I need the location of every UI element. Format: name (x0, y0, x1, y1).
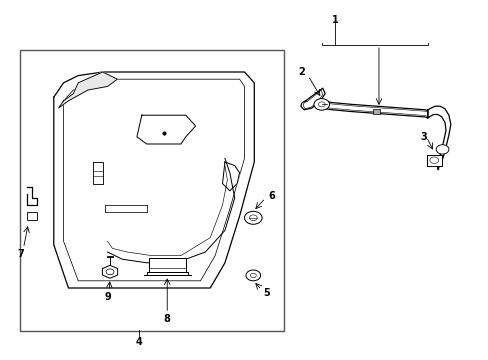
Polygon shape (222, 162, 239, 191)
Bar (20, 50, 283, 331)
Text: 2: 2 (298, 67, 305, 77)
Circle shape (249, 215, 257, 221)
Text: 9: 9 (104, 292, 111, 302)
Circle shape (429, 157, 438, 163)
Text: 3: 3 (420, 132, 427, 142)
Polygon shape (54, 72, 254, 288)
FancyBboxPatch shape (372, 109, 380, 114)
Circle shape (106, 269, 114, 275)
Polygon shape (300, 88, 325, 110)
Text: 7: 7 (17, 249, 24, 259)
FancyBboxPatch shape (149, 258, 185, 272)
Circle shape (245, 270, 260, 281)
Text: 4: 4 (136, 337, 142, 347)
Text: 6: 6 (267, 191, 274, 201)
Circle shape (313, 99, 329, 110)
Circle shape (244, 211, 262, 224)
Polygon shape (320, 101, 427, 118)
Polygon shape (59, 72, 117, 108)
Circle shape (435, 145, 448, 154)
Text: 1: 1 (331, 15, 338, 25)
Polygon shape (137, 115, 195, 144)
Circle shape (250, 273, 256, 278)
Polygon shape (427, 106, 450, 169)
Text: 8: 8 (163, 314, 170, 324)
Circle shape (318, 102, 325, 107)
Text: 5: 5 (263, 288, 269, 298)
